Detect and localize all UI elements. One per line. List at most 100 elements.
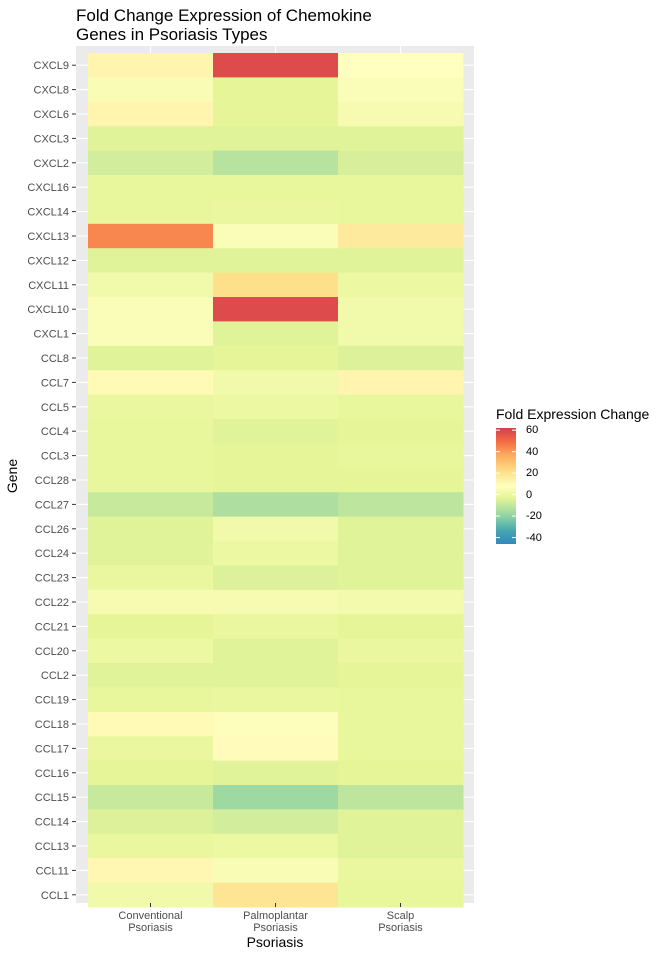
y-tick-label: CCL3 <box>41 451 69 463</box>
heatmap-cell-ccl15-1 <box>213 785 339 810</box>
y-tick-label: CCL8 <box>41 353 69 365</box>
heatmap-cell-ccl5-2 <box>338 394 464 420</box>
heatmap-cell-ccl28-1 <box>213 467 339 493</box>
chart-title-line-1: Fold Change Expression of Chemokine <box>76 6 372 25</box>
heatmap-cell-ccl16-1 <box>213 760 339 786</box>
heatmap-cell-cxcl11-0 <box>88 272 214 298</box>
legend-tick-label: -40 <box>526 531 542 544</box>
heatmap-cell-cxcl10-1 <box>213 297 339 322</box>
heatmap-cell-ccl21-0 <box>88 614 214 640</box>
chart-title-line-2: Genes in Psoriasis Types <box>76 25 268 44</box>
heatmap-cell-cxcl14-1 <box>213 199 339 225</box>
legend-title: Fold Expression Change <box>496 406 650 422</box>
y-tick-label: CCL16 <box>35 768 69 780</box>
y-tick-label: CXCL6 <box>34 109 69 121</box>
y-tick-label: CCL11 <box>36 865 69 877</box>
heatmap-cell-ccl21-1 <box>213 614 339 640</box>
heatmap-cell-cxcl14-0 <box>88 199 214 225</box>
y-tick-label: CXCL12 <box>27 255 69 267</box>
heatmap-cell-ccl14-0 <box>88 809 214 835</box>
heatmap-cell-cxcl10-0 <box>88 297 214 322</box>
y-tick-label: CCL17 <box>35 743 69 755</box>
heatmap-cell-ccl5-0 <box>88 394 214 420</box>
x-tick-label: Palmoplantar <box>243 910 308 922</box>
heatmap-cell-cxcl13-2 <box>338 223 464 249</box>
y-tick-label: CCL26 <box>35 524 69 536</box>
heatmap-cell-cxcl12-2 <box>338 248 464 274</box>
heatmap-cell-ccl18-2 <box>338 711 464 737</box>
legend-tick-label: 20 <box>526 467 539 480</box>
y-axis-label: Gene <box>4 458 20 494</box>
x-tick-label: Psoriasis <box>128 922 173 934</box>
y-tick-label: CCL15 <box>35 792 69 804</box>
chart-title: Fold Change Expression of Chemokine Gene… <box>76 6 372 44</box>
heatmap-cell-ccl4-0 <box>88 419 214 444</box>
heatmap-cell-ccl13-0 <box>88 833 214 859</box>
heatmap-cell-cxcl16-1 <box>213 175 339 200</box>
legend-tick-label: 0 <box>526 488 533 501</box>
heatmap-cell-cxcl16-2 <box>338 175 464 200</box>
heatmap-cell-ccl8-0 <box>88 345 214 371</box>
heatmap-cell-ccl11-0 <box>88 858 214 884</box>
legend-colorbar <box>496 428 516 544</box>
y-tick-label: CCL28 <box>35 475 69 487</box>
y-tick-label: CCL21 <box>35 621 69 633</box>
heatmap-cell-cxcl3-0 <box>88 126 214 152</box>
heatmap-cell-ccl11-1 <box>213 858 339 884</box>
heatmap-cell-ccl22-0 <box>88 589 214 615</box>
heatmap-cell-cxcl12-0 <box>88 248 214 274</box>
x-tick-label: Psoriasis <box>378 922 423 934</box>
heatmap-cell-ccl17-2 <box>338 736 464 762</box>
heatmap-cell-cxcl6-1 <box>213 101 339 127</box>
heatmap-cell-ccl13-2 <box>338 833 464 859</box>
heatmap-cell-ccl20-1 <box>213 638 339 664</box>
y-tick-label: CCL4 <box>41 426 69 438</box>
heatmap-cell-ccl13-1 <box>213 833 339 859</box>
y-tick-label: CCL2 <box>41 670 69 682</box>
heatmap-cell-cxcl11-1 <box>213 272 339 298</box>
heatmap-cell-cxcl8-2 <box>338 77 464 103</box>
heatmap-cell-ccl27-2 <box>338 492 464 518</box>
heatmap-cell-cxcl1-0 <box>88 321 214 347</box>
heatmap-cell-ccl3-0 <box>88 443 214 469</box>
heatmap-cell-ccl14-1 <box>213 809 339 835</box>
heatmap-cell-cxcl3-2 <box>338 126 464 152</box>
heatmap-cell-ccl28-0 <box>88 467 214 493</box>
heatmap-cell-ccl11-2 <box>338 858 464 884</box>
heatmap-cell-ccl7-0 <box>88 370 214 396</box>
y-tick-label: CCL5 <box>41 402 69 414</box>
heatmap-cell-ccl27-1 <box>213 492 339 518</box>
heatmap-cell-ccl23-0 <box>88 565 214 591</box>
heatmap-cell-ccl5-1 <box>213 394 339 420</box>
y-tick-label: CCL20 <box>35 646 69 658</box>
legend-tick-label: 40 <box>526 445 539 458</box>
heatmap-cell-cxcl1-1 <box>213 321 339 347</box>
y-tick-label: CXCL14 <box>27 207 69 219</box>
heatmap-cell-cxcl9-1 <box>213 53 339 78</box>
y-tick-label: CXCL11 <box>28 280 69 292</box>
heatmap-cell-ccl27-0 <box>88 492 214 518</box>
heatmap-cell-ccl2-1 <box>213 663 339 688</box>
heatmap-cell-ccl18-1 <box>213 711 339 737</box>
heatmap-cell-ccl24-2 <box>338 541 464 566</box>
y-tick-label: CCL14 <box>35 817 69 829</box>
heatmap-cell-cxcl11-2 <box>338 272 464 298</box>
x-tick-label: Scalp <box>387 910 415 922</box>
heatmap-cell-ccl2-2 <box>338 663 464 688</box>
heatmap-cell-ccl8-2 <box>338 345 464 371</box>
heatmap-cell-ccl26-1 <box>213 516 339 542</box>
heatmap-cell-ccl17-1 <box>213 736 339 762</box>
heatmap-cell-ccl3-1 <box>213 443 339 469</box>
color-legend: Fold Expression Change 60 40 20 0 -20 -40 <box>496 406 650 544</box>
y-tick-label: CXCL16 <box>27 182 69 194</box>
heatmap-cell-ccl19-0 <box>88 687 214 713</box>
heatmap-cell-cxcl8-0 <box>88 77 214 103</box>
legend-tick-label: -20 <box>526 510 542 523</box>
x-tick-label: Conventional <box>118 910 182 922</box>
y-tick-label: CXCL10 <box>27 304 69 316</box>
heatmap-cell-ccl7-2 <box>338 370 464 396</box>
heatmap-cell-ccl22-1 <box>213 589 339 615</box>
heatmap-cell-cxcl9-2 <box>338 53 464 78</box>
heatmap-cell-ccl2-0 <box>88 663 214 688</box>
